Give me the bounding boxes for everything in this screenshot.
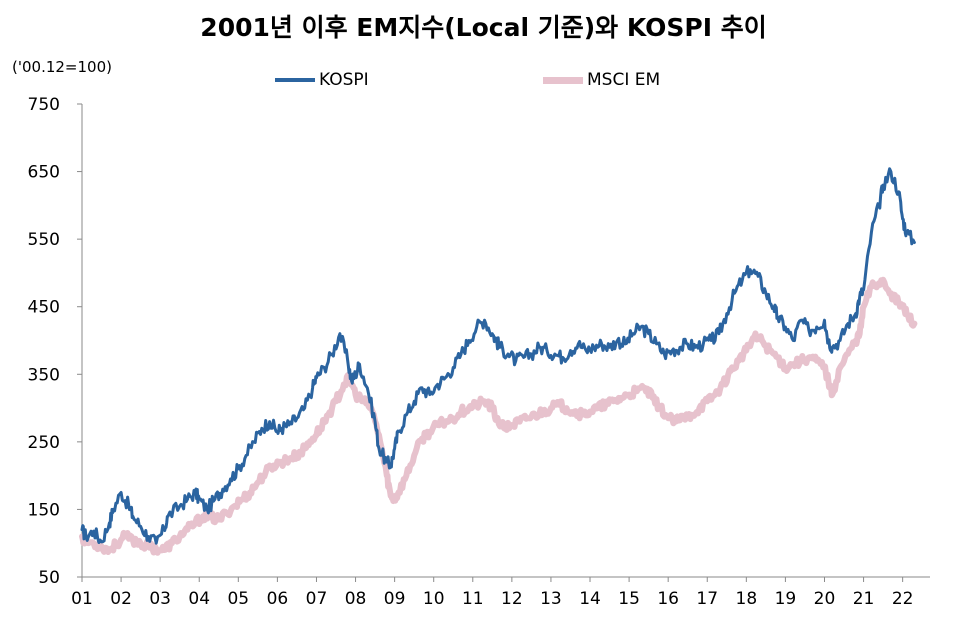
x-tick-label: 10 [423, 589, 445, 609]
y-tick-label: 50 [38, 568, 60, 588]
x-tick-label: 20 [814, 589, 836, 609]
y-tick-label: 150 [28, 500, 60, 520]
x-tick-label: 22 [892, 589, 914, 609]
y-tick-label: 450 [28, 298, 60, 318]
y-tick-label: 250 [28, 433, 60, 453]
x-tick-label: 04 [188, 589, 210, 609]
y-tick-label: 550 [28, 230, 60, 250]
x-tick-label: 18 [736, 589, 758, 609]
legend-item-kospi: KOSPI [275, 70, 369, 90]
unit-label: ('00.12=100) [12, 58, 112, 76]
legend-swatch-msci-em [543, 76, 583, 84]
legend-swatch-kospi [275, 78, 315, 82]
y-tick-label: 350 [28, 365, 60, 385]
legend-label-kospi: KOSPI [319, 70, 369, 90]
x-tick-label: 16 [657, 589, 679, 609]
x-tick-label: 12 [501, 589, 523, 609]
x-tick-label: 03 [149, 589, 171, 609]
x-tick-label: 02 [110, 589, 132, 609]
x-tick-label: 14 [579, 589, 601, 609]
y-tick-label: 750 [28, 95, 60, 115]
x-tick-label: 17 [696, 589, 718, 609]
series-line-kospi [80, 167, 916, 545]
x-tick-label: 09 [384, 589, 406, 609]
x-tick-label: 01 [71, 589, 93, 609]
x-tick-label: 07 [306, 589, 328, 609]
x-tick-label: 08 [345, 589, 367, 609]
x-tick-label: 21 [853, 589, 875, 609]
legend-label-msci-em: MSCI EM [587, 70, 661, 90]
x-tick-label: 05 [227, 589, 249, 609]
chart-title: 2001년 이후 EM지수(Local 기준)와 KOSPI 추이 [200, 13, 767, 42]
x-tick-label: 15 [618, 589, 640, 609]
x-tick-label: 13 [540, 589, 562, 609]
series-line-msci-em [79, 276, 918, 556]
x-tick-label: 19 [775, 589, 797, 609]
x-tick-label: 11 [462, 589, 484, 609]
x-tick-label: 06 [267, 589, 289, 609]
legend-item-msci-em: MSCI EM [543, 70, 660, 90]
y-tick-label: 650 [28, 163, 60, 183]
